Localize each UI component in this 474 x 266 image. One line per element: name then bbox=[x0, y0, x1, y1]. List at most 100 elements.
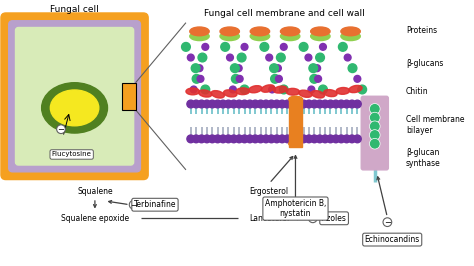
Circle shape bbox=[300, 135, 308, 143]
Circle shape bbox=[187, 135, 195, 143]
Ellipse shape bbox=[236, 88, 249, 95]
Circle shape bbox=[337, 135, 345, 143]
Circle shape bbox=[209, 100, 216, 108]
Ellipse shape bbox=[190, 27, 209, 36]
Circle shape bbox=[241, 135, 248, 143]
Circle shape bbox=[241, 100, 248, 108]
Circle shape bbox=[369, 138, 380, 149]
Circle shape bbox=[309, 214, 317, 223]
Circle shape bbox=[262, 100, 270, 108]
Circle shape bbox=[230, 135, 237, 143]
Circle shape bbox=[197, 76, 204, 82]
Circle shape bbox=[316, 100, 324, 108]
Circle shape bbox=[227, 54, 233, 61]
Circle shape bbox=[202, 43, 209, 50]
Circle shape bbox=[278, 100, 286, 108]
Circle shape bbox=[310, 135, 318, 143]
Circle shape bbox=[309, 64, 318, 73]
Ellipse shape bbox=[220, 32, 239, 41]
Ellipse shape bbox=[273, 86, 287, 93]
Circle shape bbox=[369, 112, 380, 123]
Circle shape bbox=[289, 135, 297, 143]
Circle shape bbox=[251, 135, 259, 143]
Text: Squalene: Squalene bbox=[77, 187, 113, 196]
Ellipse shape bbox=[250, 27, 270, 36]
Text: Chitin: Chitin bbox=[406, 87, 428, 96]
Circle shape bbox=[294, 100, 302, 108]
Circle shape bbox=[241, 43, 248, 50]
Text: β-glucan
synthase: β-glucan synthase bbox=[406, 148, 440, 168]
Circle shape bbox=[300, 100, 308, 108]
Circle shape bbox=[225, 100, 232, 108]
Circle shape bbox=[191, 64, 200, 73]
Bar bbox=[289, 98, 302, 147]
Text: −: − bbox=[130, 201, 137, 210]
Circle shape bbox=[198, 100, 205, 108]
Circle shape bbox=[129, 200, 138, 209]
Circle shape bbox=[310, 74, 319, 83]
Circle shape bbox=[354, 135, 361, 143]
Ellipse shape bbox=[310, 32, 330, 41]
Circle shape bbox=[237, 53, 246, 62]
Text: Flucytosine: Flucytosine bbox=[52, 151, 91, 157]
Ellipse shape bbox=[341, 27, 360, 36]
Circle shape bbox=[203, 100, 211, 108]
Circle shape bbox=[369, 121, 380, 132]
Circle shape bbox=[305, 135, 313, 143]
Circle shape bbox=[369, 103, 380, 114]
Circle shape bbox=[198, 53, 207, 62]
Circle shape bbox=[348, 100, 356, 108]
FancyBboxPatch shape bbox=[361, 96, 388, 170]
FancyBboxPatch shape bbox=[16, 27, 134, 165]
Circle shape bbox=[354, 76, 361, 82]
Circle shape bbox=[219, 135, 227, 143]
Circle shape bbox=[321, 100, 329, 108]
Ellipse shape bbox=[186, 88, 200, 95]
Circle shape bbox=[278, 135, 286, 143]
Circle shape bbox=[260, 43, 269, 51]
Circle shape bbox=[283, 135, 292, 143]
Circle shape bbox=[192, 135, 200, 143]
Ellipse shape bbox=[281, 32, 300, 41]
Circle shape bbox=[348, 135, 356, 143]
Bar bbox=[122, 83, 136, 110]
Circle shape bbox=[262, 135, 270, 143]
Ellipse shape bbox=[341, 32, 360, 41]
FancyBboxPatch shape bbox=[9, 21, 140, 172]
Circle shape bbox=[187, 100, 195, 108]
Circle shape bbox=[230, 100, 237, 108]
Text: Fungal cell membrane and cell wall: Fungal cell membrane and cell wall bbox=[204, 9, 365, 18]
Circle shape bbox=[321, 135, 329, 143]
Ellipse shape bbox=[286, 88, 300, 95]
Circle shape bbox=[332, 135, 340, 143]
Text: Azoles: Azoles bbox=[322, 214, 346, 223]
Circle shape bbox=[348, 64, 357, 73]
Text: Terbinafine: Terbinafine bbox=[134, 200, 176, 209]
Ellipse shape bbox=[281, 27, 300, 36]
Circle shape bbox=[221, 43, 229, 51]
Circle shape bbox=[343, 100, 350, 108]
Circle shape bbox=[274, 65, 282, 72]
Ellipse shape bbox=[50, 90, 99, 126]
Circle shape bbox=[354, 100, 361, 108]
Text: −: − bbox=[310, 214, 316, 223]
Text: Echinocandins: Echinocandins bbox=[365, 235, 420, 244]
Circle shape bbox=[271, 74, 279, 83]
Circle shape bbox=[257, 135, 264, 143]
Ellipse shape bbox=[42, 83, 108, 133]
Ellipse shape bbox=[311, 91, 325, 98]
Circle shape bbox=[338, 43, 347, 51]
Ellipse shape bbox=[310, 27, 330, 36]
Text: β-glucans: β-glucans bbox=[406, 59, 443, 68]
Circle shape bbox=[270, 64, 278, 73]
FancyBboxPatch shape bbox=[1, 13, 148, 180]
Text: Amphotericin B,
nystatin: Amphotericin B, nystatin bbox=[265, 199, 326, 218]
Text: −: − bbox=[384, 218, 391, 227]
Circle shape bbox=[198, 135, 205, 143]
Circle shape bbox=[267, 100, 275, 108]
Circle shape bbox=[305, 100, 313, 108]
Circle shape bbox=[201, 85, 210, 94]
Text: Proteins: Proteins bbox=[406, 26, 437, 35]
Text: Fungal cell: Fungal cell bbox=[50, 5, 99, 14]
Circle shape bbox=[308, 86, 315, 93]
